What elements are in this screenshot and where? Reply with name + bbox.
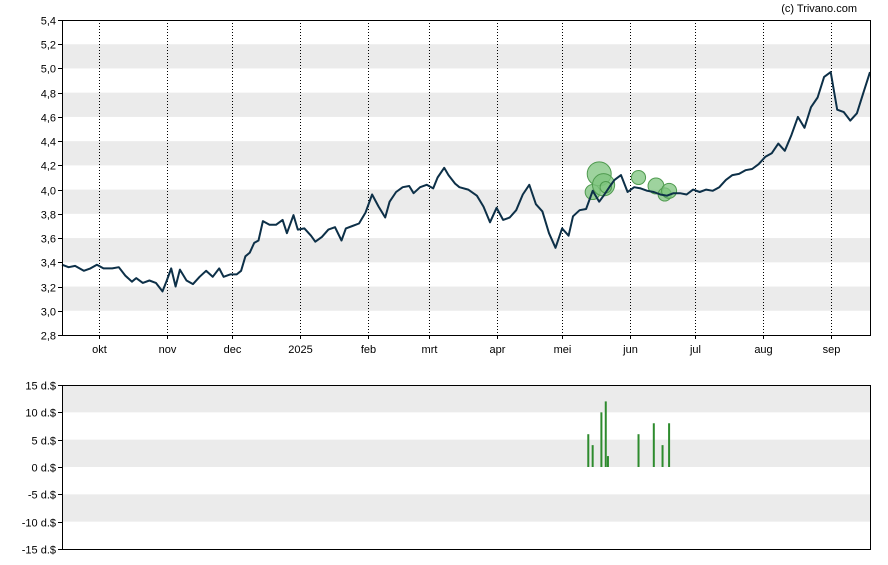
x-tick-label: jul: [689, 344, 701, 356]
price-y-tick-label: 4,2: [41, 161, 56, 173]
x-tick-label: nov: [159, 344, 177, 356]
x-tick-label: apr: [490, 344, 506, 356]
trade-bubbles: [584, 161, 678, 202]
volume-y-tick-label: -15 d.$: [22, 545, 56, 557]
x-tick-label: feb: [361, 344, 376, 356]
volume-y-tick-label: 5 d.$: [32, 436, 56, 448]
price-y-tick-label: 4,4: [41, 137, 56, 149]
price-y-tick-label: 3,4: [41, 258, 56, 270]
volume-bands: [62, 385, 870, 522]
volume-panel: -15 d.$ -10 d.$ -5 d.$ 0 d.$ 5 d.$ 10 d.$ 15 d…: [22, 381, 871, 557]
volume-bar: [600, 412, 603, 467]
volume-bar: [606, 456, 609, 467]
price-panel: 2,8 3,0 3,2 3,4 3,6 3,8 4,0 4,2 4,4 4,6 4,8 5,0 5,2 5…: [41, 16, 871, 356]
volume-bar: [637, 434, 640, 467]
price-y-tick-label: 4,6: [41, 113, 56, 125]
volume-band: [62, 439, 870, 467]
price-band: [62, 286, 870, 311]
x-tick-label: mrt: [422, 344, 438, 356]
volume-y-tick-label: 0 d.$: [32, 463, 56, 475]
volume-y-axis: -15 d.$ -10 d.$ -5 d.$ 0 d.$ 5 d.$ 10 d.$ 15 d…: [22, 381, 62, 557]
price-y-tick-label: 3,6: [41, 234, 56, 246]
volume-y-tick-label: 15 d.$: [25, 381, 56, 393]
volume-bar: [604, 401, 607, 467]
price-plot-frame: [62, 20, 871, 336]
credit-text: (c) Trivano.com: [781, 3, 857, 15]
x-tick-label: 2025: [288, 344, 312, 356]
volume-plot-frame: [62, 385, 871, 550]
price-band: [62, 44, 870, 69]
x-tick-label: mei: [554, 344, 572, 356]
x-tick-label: okt: [92, 344, 107, 356]
trade-bubble: [630, 169, 647, 186]
volume-bar: [591, 445, 594, 467]
price-y-tick-label: 3,8: [41, 210, 56, 222]
volume-y-tick-label: -10 d.$: [22, 518, 56, 530]
volume-bars: [587, 401, 671, 467]
volume-bar: [668, 423, 671, 467]
price-y-tick-label: 4,0: [41, 186, 56, 198]
volume-bar: [652, 423, 655, 467]
price-y-tick-label: 5,4: [41, 16, 56, 28]
price-y-axis: 2,8 3,0 3,2 3,4 3,6 3,8 4,0 4,2 4,4 4,6 4,8 5,0 5,2 5…: [41, 16, 62, 343]
volume-band: [62, 494, 870, 522]
x-tick-label: jun: [622, 344, 638, 356]
price-band: [62, 189, 870, 214]
volume-y-tick-label: -5 d.$: [28, 490, 56, 502]
volume-bar: [587, 434, 590, 467]
x-tick-label: dec: [224, 344, 242, 356]
price-band: [62, 141, 870, 166]
price-x-axis: okt nov dec 2025 feb mrt apr mei jun jul aug sep: [92, 335, 840, 356]
price-y-tick-label: 3,0: [41, 307, 56, 319]
price-y-tick-label: 4,8: [41, 89, 56, 101]
x-tick-label: sep: [823, 344, 841, 356]
volume-y-tick-label: 10 d.$: [25, 408, 56, 420]
price-y-tick-label: 5,2: [41, 40, 56, 52]
price-y-tick-label: 5,0: [41, 64, 56, 76]
volume-bar: [661, 445, 664, 467]
price-series-line: [61, 71, 871, 293]
volume-band: [62, 385, 870, 413]
price-y-tick-label: 3,2: [41, 283, 56, 295]
price-band: [62, 92, 870, 117]
price-bands: [62, 44, 870, 311]
price-band: [62, 238, 870, 263]
price-y-tick-label: 2,8: [41, 331, 56, 343]
x-tick-label: aug: [754, 344, 772, 356]
